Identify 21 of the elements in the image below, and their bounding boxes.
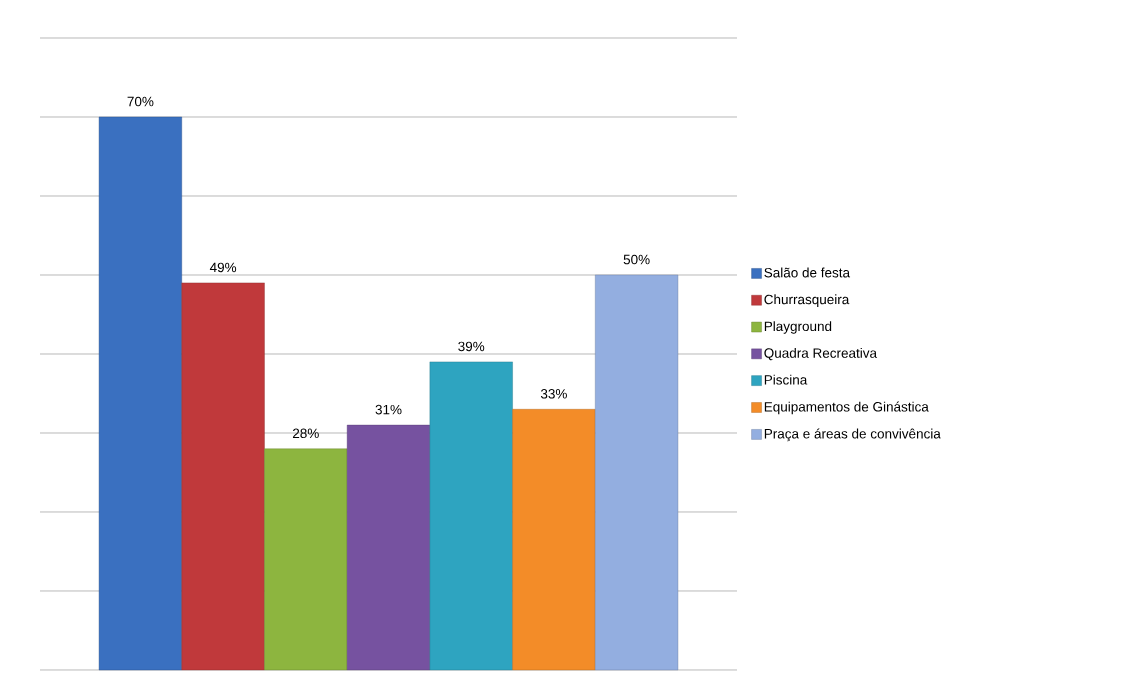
legend-label: Quadra Recreativa <box>764 347 878 361</box>
data-label: 49% <box>209 262 237 273</box>
legend-label: Churrasqueira <box>764 294 850 307</box>
bar <box>98 116 182 671</box>
bar <box>181 282 265 671</box>
legend-label: Playground <box>764 321 832 334</box>
bar <box>595 274 679 671</box>
legend-label: Piscina <box>764 374 808 385</box>
legend-label: Praça e áreas de convivência <box>764 428 941 442</box>
data-label: 28% <box>292 428 319 439</box>
data-label: 70% <box>127 96 154 107</box>
data-label: 31% <box>375 404 402 415</box>
data-label: 33% <box>540 389 567 399</box>
legend-label: Equipamentos de Ginástica <box>764 401 929 415</box>
bar <box>512 409 596 671</box>
bar <box>429 361 513 671</box>
data-label: 50% <box>623 254 650 265</box>
bar <box>346 424 431 671</box>
data-label: 39% <box>458 341 485 352</box>
legend-label: Salão de festa <box>764 267 851 278</box>
bar <box>264 448 348 671</box>
